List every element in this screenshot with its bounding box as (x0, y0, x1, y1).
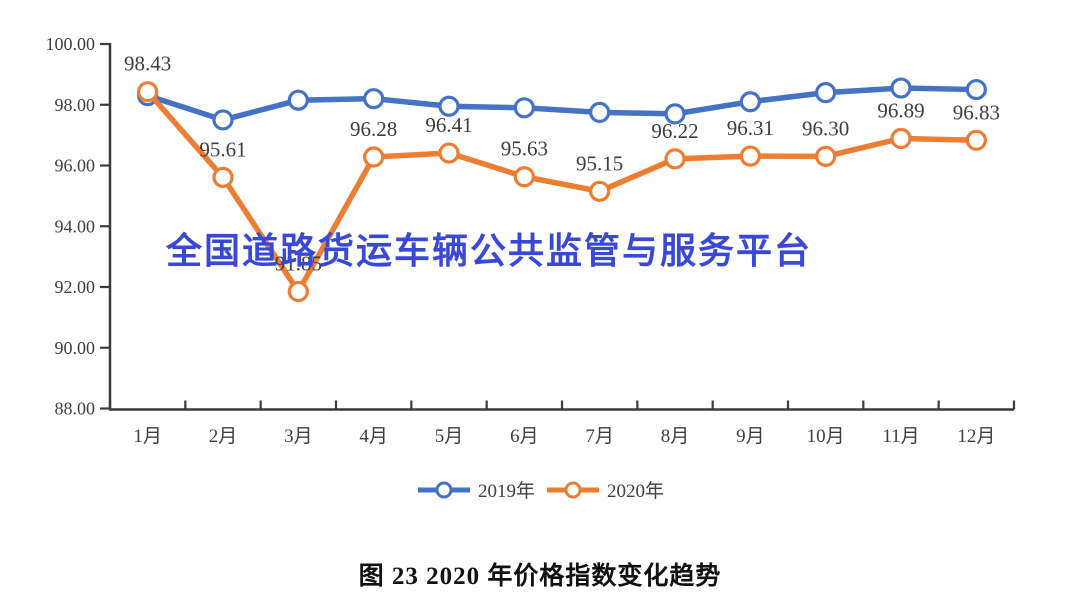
figure-caption: 图 23 2020 年价格指数变化趋势 (358, 563, 722, 590)
x-axis-tick-label: 4月 (359, 426, 388, 447)
data-label-2020年: 96.30 (802, 116, 849, 140)
x-axis-tick-label: 12月 (957, 426, 995, 447)
data-point-marker-2020年 (438, 142, 460, 164)
data-point-marker-2020年 (363, 146, 385, 168)
data-point-marker-2019年 (965, 78, 987, 101)
data-point-marker-2019年 (664, 103, 686, 125)
data-point-marker-2019年 (438, 95, 460, 117)
data-point-marker-2020年 (212, 166, 234, 188)
data-point-marker-2020年 (965, 129, 987, 151)
data-label-2020年: 98.43 (124, 52, 171, 76)
data-label-2020年: 96.83 (953, 100, 1000, 124)
series-line-2019年 (144, 85, 980, 123)
data-point-marker-2020年 (815, 145, 837, 167)
data-point-marker-2020年 (137, 81, 159, 103)
data-label-2020年: 96.41 (425, 113, 472, 137)
data-point-marker-2020年 (739, 145, 761, 167)
x-axis-tick-label: 7月 (585, 426, 614, 447)
data-point-marker-2020年 (287, 280, 309, 303)
legend-label-2019: 2019年 (477, 481, 535, 502)
data-point-marker-2019年 (890, 77, 912, 99)
y-axis-tick-label: 92.00 (55, 277, 96, 297)
legend-swatch-2020-icon (547, 481, 599, 498)
y-axis-tick-label: 96.00 (55, 156, 96, 176)
data-point-marker-2019年 (212, 109, 234, 131)
data-point-marker-2019年 (363, 88, 385, 110)
y-axis-tick-label: 98.00 (55, 95, 96, 115)
x-axis-tick-label: 9月 (736, 426, 765, 447)
data-label-2020年: 95.63 (501, 137, 548, 161)
x-axis-tick-label: 3月 (284, 426, 313, 447)
y-axis-tick-label: 94.00 (55, 216, 96, 236)
data-point-marker-2019年 (287, 89, 309, 111)
data-point-marker-2020年 (589, 180, 611, 202)
legend-label-2020: 2020年 (607, 481, 665, 502)
y-axis-tick-label: 90.00 (55, 338, 96, 358)
legend-swatch-2019-icon (417, 481, 470, 498)
x-axis-tick-label: 6月 (510, 426, 539, 447)
x-axis-tick-label: 1月 (133, 426, 162, 447)
x-axis-tick-label: 10月 (807, 426, 845, 447)
legend-item-2020: 2020年 (545, 476, 664, 503)
data-label-2020年: 96.31 (727, 116, 774, 140)
x-axis-tick-label: 11月 (882, 426, 919, 447)
data-point-marker-2020年 (890, 127, 912, 150)
data-point-marker-2020年 (664, 148, 686, 170)
chart-legend: 2019年 2020年 (0, 476, 1080, 503)
data-label-2020年: 96.28 (350, 117, 397, 141)
data-label-2020年: 95.61 (199, 137, 246, 161)
y-axis-tick-label: 100.00 (46, 34, 96, 54)
x-axis-tick-label: 5月 (435, 426, 464, 447)
x-axis-tick-label: 8月 (661, 426, 690, 447)
data-point-marker-2019年 (589, 101, 611, 123)
data-point-marker-2019年 (513, 97, 535, 119)
data-point-marker-2019年 (815, 81, 837, 104)
data-point-marker-2019年 (739, 91, 761, 113)
y-axis-tick-label: 88.00 (55, 399, 96, 419)
legend-item-2019: 2019年 (416, 476, 535, 503)
data-label-2020年: 95.15 (576, 151, 623, 175)
series-line-2020年 (144, 88, 980, 295)
price-index-line-chart: 100.00 98.00 96.00 94.00 92.00 90.00 88.00 1月 2月… (46, 34, 1016, 447)
x-axis-tick-label: 2月 (209, 426, 238, 447)
data-point-marker-2020年 (513, 166, 535, 188)
data-label-2020年: 96.89 (877, 98, 924, 122)
data-label-2020年: 96.22 (651, 119, 698, 143)
data-label-2020年: 91.85 (275, 252, 322, 276)
